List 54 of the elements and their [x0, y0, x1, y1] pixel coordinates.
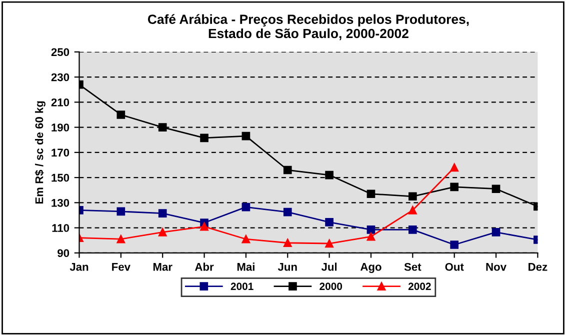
point — [242, 132, 250, 140]
point — [450, 182, 459, 192]
point — [116, 234, 126, 244]
point — [242, 202, 250, 212]
x-tick-label: Set — [404, 262, 422, 271]
point — [450, 240, 459, 249]
x-tick-label: Jan — [70, 263, 88, 271]
point — [492, 228, 500, 236]
chart-title: Café Arábica - Preços Recebidos pelos Produtores, Estado de São Paulo, 2000-2002 — [148, 14, 469, 40]
x-tick-label: Jun — [278, 263, 297, 271]
point — [200, 134, 208, 142]
y-axis-title: Em R$ / sc de 60 kg — [34, 101, 46, 204]
point — [116, 110, 126, 119]
y-tick-label: 230 — [51, 73, 70, 82]
point — [366, 226, 376, 234]
point — [158, 209, 167, 218]
x-tick-label: Out — [445, 262, 464, 271]
point — [325, 170, 334, 180]
point — [283, 238, 292, 248]
x-tick-label: Fev — [112, 263, 130, 271]
point — [450, 163, 459, 172]
point — [158, 228, 167, 236]
point — [200, 222, 208, 231]
x-tick-label: Dez — [528, 263, 548, 271]
y-tick-label: 150 — [52, 174, 70, 182]
y-tick-label: 90 — [58, 249, 70, 258]
x-tick-label: Jul — [321, 262, 337, 271]
point — [283, 166, 292, 174]
x-tick-label: Ago — [360, 263, 382, 274]
point — [408, 206, 417, 214]
point — [408, 192, 417, 201]
point — [283, 208, 292, 216]
y-tick-label: 190 — [52, 124, 70, 132]
legend-label: 2002 — [408, 282, 431, 290]
legend-label: 2001 — [230, 282, 254, 290]
x-tick-label: Mai — [237, 262, 254, 271]
x-tick-label: Nov — [486, 263, 506, 271]
point — [408, 226, 417, 234]
y-tick-label: 250 — [51, 48, 70, 56]
point — [116, 207, 126, 216]
y-tick-label: 130 — [52, 198, 70, 207]
point — [325, 218, 334, 226]
point — [366, 232, 376, 241]
legend-label: 2000 — [320, 282, 342, 290]
point — [158, 123, 167, 132]
y-tick-label: 110 — [52, 224, 70, 232]
x-tick-label: Abr — [194, 262, 214, 271]
point — [325, 239, 334, 248]
y-tick-label: 210 — [51, 98, 70, 106]
point — [242, 234, 250, 244]
y-tick-label: 170 — [52, 148, 70, 157]
point — [492, 184, 500, 194]
point — [366, 190, 376, 198]
x-tick-label: Mar — [153, 263, 172, 271]
